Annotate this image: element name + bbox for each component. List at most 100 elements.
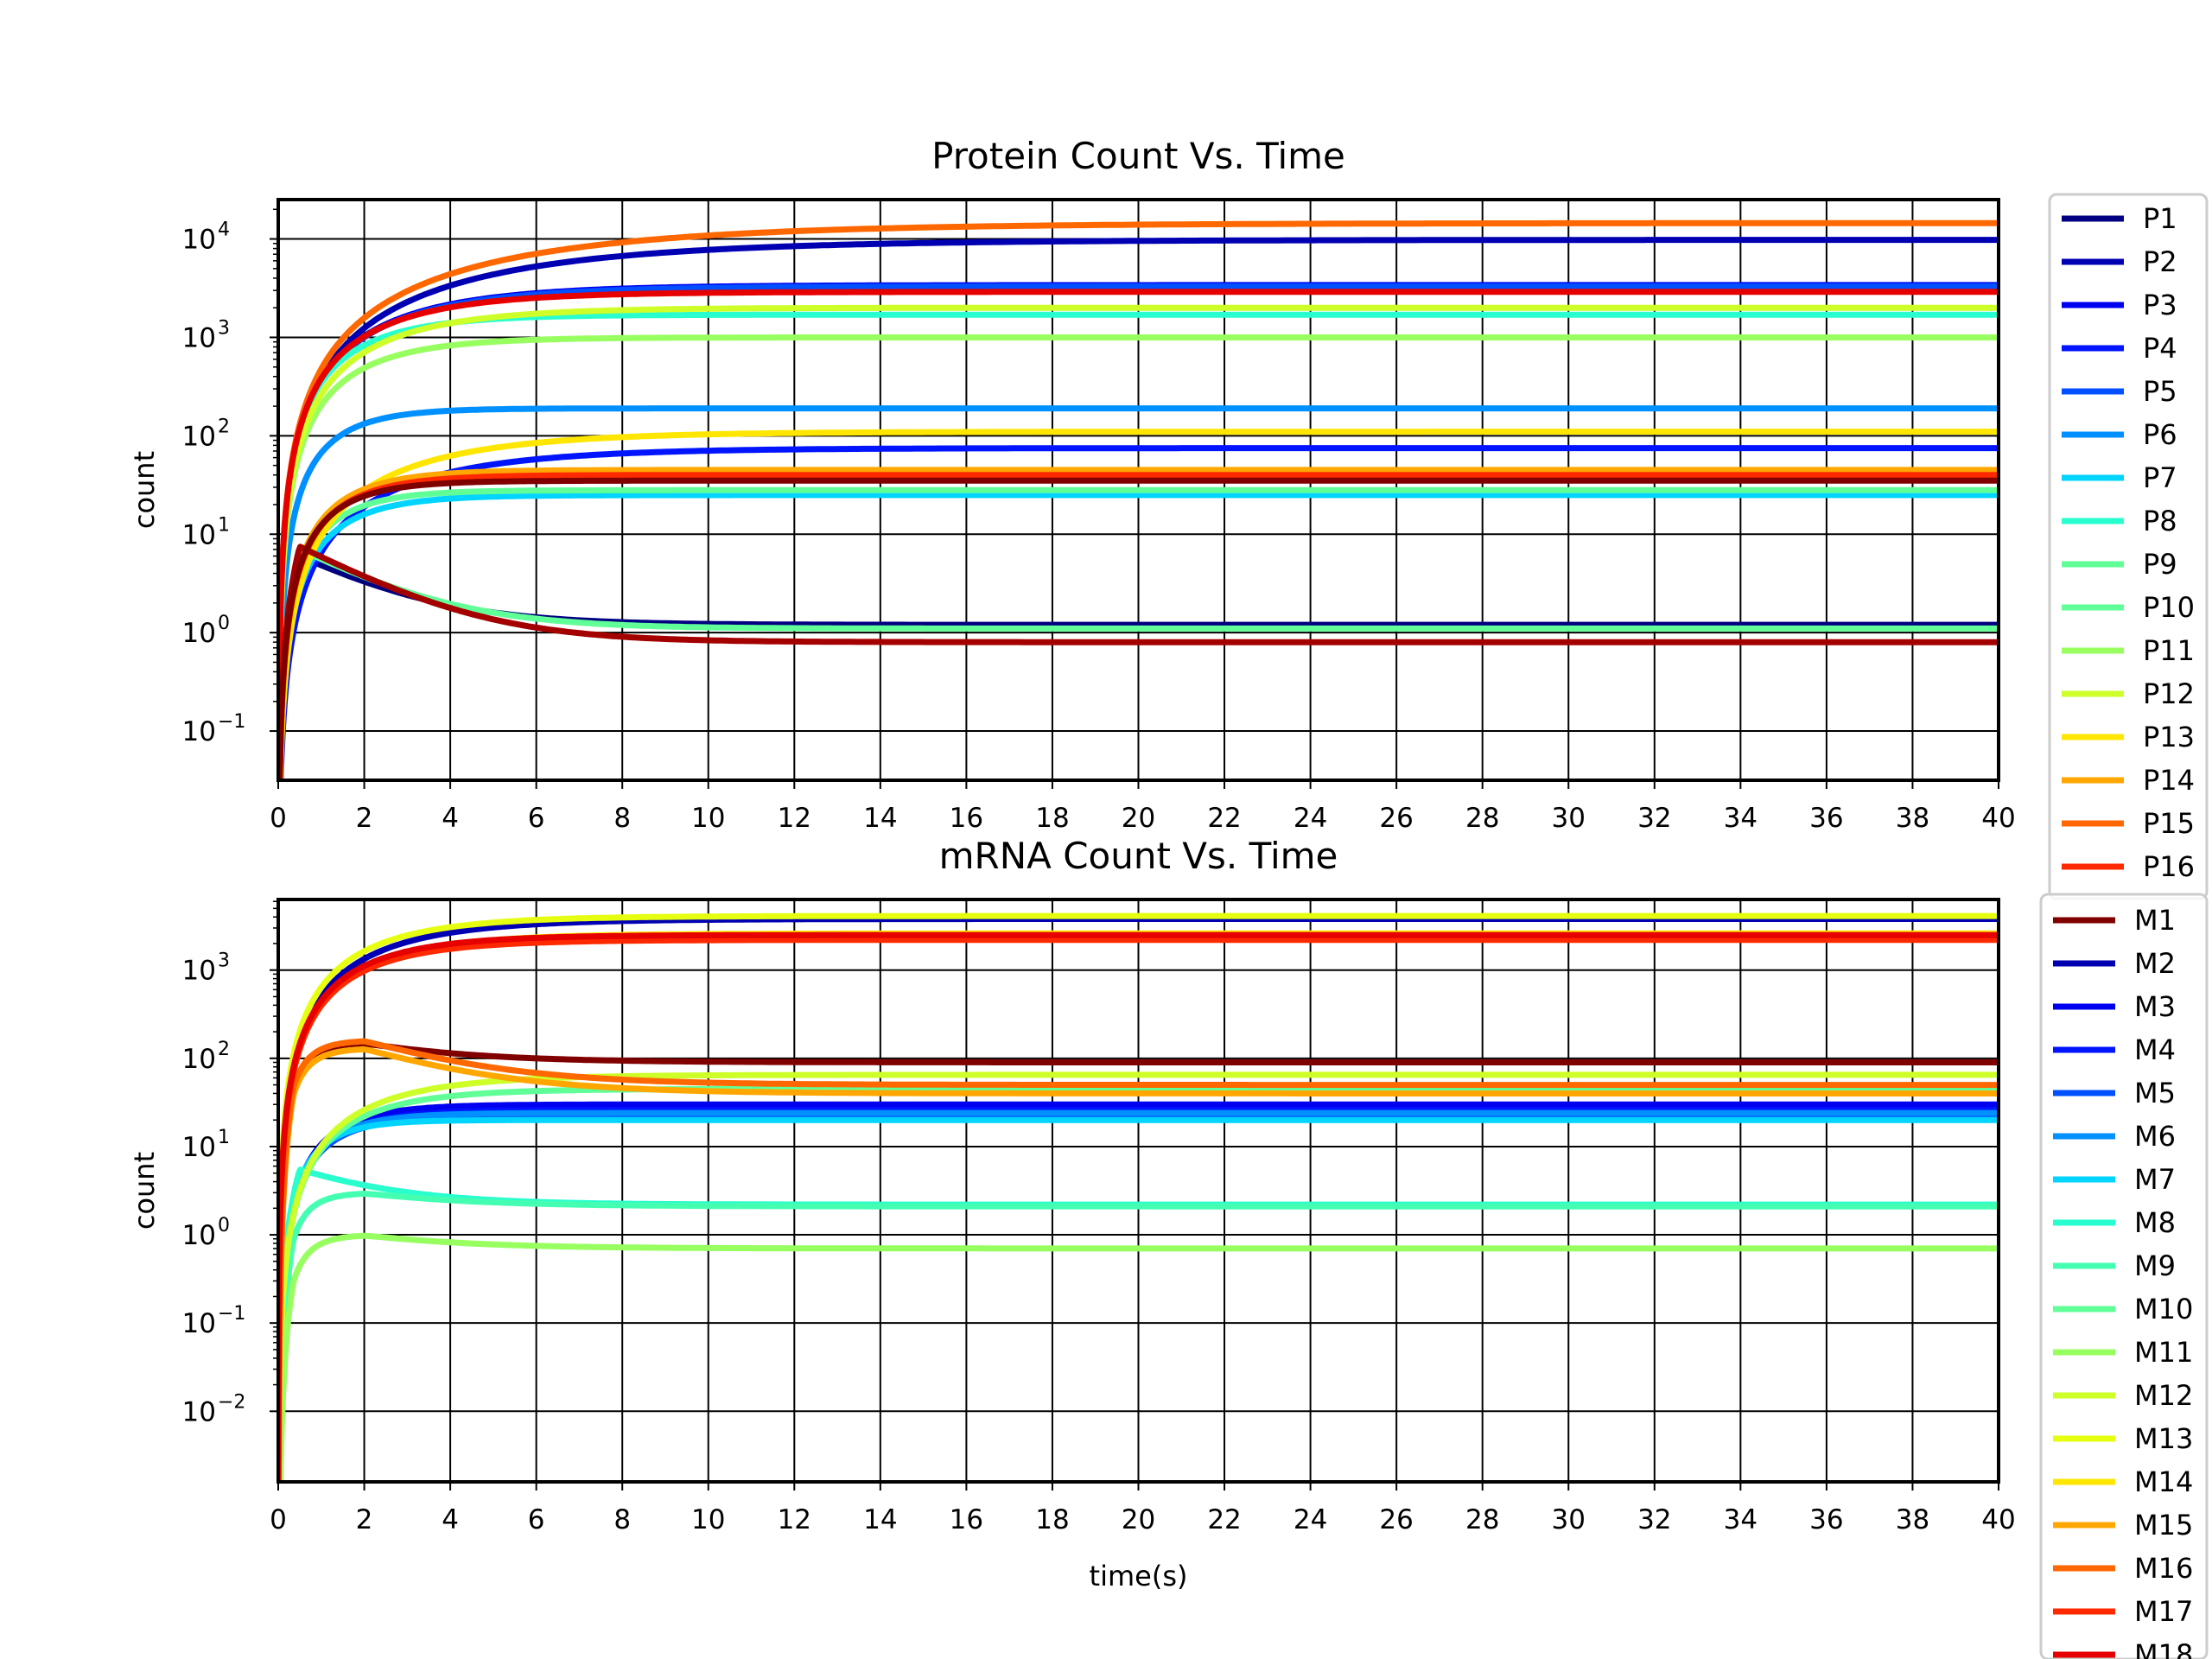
plot-frame <box>276 198 2000 782</box>
series-line-M18 <box>278 931 1999 1482</box>
y-tick-exponent: 3 <box>218 950 230 972</box>
y-tick-exponent: 0 <box>218 613 230 634</box>
legend-label-P1: P1 <box>2143 202 2177 235</box>
series-line-P14 <box>278 467 1999 780</box>
y-axis-label: count <box>128 1152 161 1230</box>
series-line-M12 <box>278 1071 1999 1482</box>
series-line-P8 <box>278 311 1999 780</box>
x-tick-label: 26 <box>1379 1504 1413 1535</box>
x-tick-label: 18 <box>1035 1504 1069 1535</box>
legend-label-P10: P10 <box>2143 591 2195 624</box>
y-tick-label: 10 <box>182 1132 216 1163</box>
legend-label-P4: P4 <box>2143 332 2177 365</box>
y-tick-label: 10 <box>182 519 216 550</box>
y-tick-label: 10 <box>182 421 216 452</box>
x-tick-label: 30 <box>1552 803 1586 834</box>
x-tick-label: 24 <box>1294 1504 1327 1535</box>
legend-label-P11: P11 <box>2143 634 2195 667</box>
legend-label-P6: P6 <box>2143 418 2177 451</box>
legend-1: P1 P2 P3 P4 P5 P6 P7 P8 P9 P10 P11 P12 P13 P14 P15 P16 <box>2048 193 2209 900</box>
x-tick-label: 40 <box>1981 803 2015 834</box>
legend-label-M15: M15 <box>2134 1509 2193 1541</box>
y-axis-label: count <box>128 451 161 529</box>
series-line-M6 <box>278 1109 1999 1482</box>
x-tick-label: 38 <box>1896 803 1929 834</box>
legend-2: M1 M2 M3 M4 M5 M6 M7 M8 M9 M10 M11 M12 M13 M14 M15 M16 M… <box>2039 893 2209 1659</box>
y-tick-label: 10 <box>182 1044 216 1075</box>
x-tick-label: 34 <box>1724 803 1758 834</box>
series-line-P9 <box>278 486 1999 780</box>
y-tick-label: 10 <box>182 618 216 649</box>
x-tick-label: 2 <box>356 803 373 834</box>
x-axis-label: time(s) <box>1090 1560 1188 1592</box>
y-tick-label: 10 <box>182 1220 216 1251</box>
x-tick-label: 10 <box>691 803 725 834</box>
chart-panel-1: 0 2 4 6 8 10 12 14 16 18 20 22 24 26 28 30 32 34 36 38 4010−… <box>128 135 2016 834</box>
x-tick-label: 32 <box>1637 803 1671 834</box>
series-line-M3 <box>278 1101 1999 1482</box>
y-tick-label: 10 <box>182 1308 216 1339</box>
x-tick-label: 4 <box>442 1504 459 1535</box>
y-tick-exponent: 2 <box>218 1039 230 1060</box>
y-tick-label: 10 <box>182 1396 216 1427</box>
x-tick-label: 22 <box>1207 803 1241 834</box>
series-line-P11 <box>278 334 1999 780</box>
x-tick-label: 28 <box>1465 803 1499 834</box>
y-tick-exponent: 2 <box>218 416 230 437</box>
legend-label-P8: P8 <box>2143 505 2177 537</box>
legend-label-P3: P3 <box>2143 289 2177 321</box>
legend-label-P5: P5 <box>2143 375 2177 408</box>
x-tick-label: 22 <box>1207 1504 1241 1535</box>
y-tick-exponent: 0 <box>218 1215 230 1236</box>
legend-label-P14: P14 <box>2143 764 2195 797</box>
x-tick-label: 12 <box>778 803 811 834</box>
series-line-P1 <box>278 553 1999 780</box>
legend-label-P12: P12 <box>2143 677 2195 710</box>
legend-label-M18: M18 <box>2134 1638 2193 1659</box>
series-line-P19 <box>278 477 1999 780</box>
x-tick-label: 14 <box>863 1504 897 1535</box>
y-tick-label: 10 <box>182 225 216 256</box>
series-line-M9 <box>278 1191 1999 1482</box>
legend-label-M7: M7 <box>2134 1163 2176 1196</box>
x-tick-label: 20 <box>1122 803 1155 834</box>
series-line-M17 <box>278 937 1999 1482</box>
x-tick-label: 8 <box>613 1504 631 1535</box>
series-line-P7 <box>278 492 1999 780</box>
legend-label-M10: M10 <box>2134 1293 2193 1325</box>
legend-label-M2: M2 <box>2134 947 2176 980</box>
series-line-M10 <box>278 1085 1999 1482</box>
x-tick-label: 2 <box>356 1504 373 1535</box>
series-line-M16 <box>278 1038 1999 1482</box>
legend-label-M13: M13 <box>2134 1422 2193 1455</box>
x-tick-label: 10 <box>691 1504 725 1535</box>
y-tick-exponent: −2 <box>218 1391 245 1413</box>
y-tick-label: 10 <box>182 956 216 987</box>
legend-label-M11: M11 <box>2134 1336 2193 1369</box>
series-line-P15 <box>278 219 1999 780</box>
series-line-M11 <box>278 1232 1999 1482</box>
x-tick-label: 34 <box>1724 1504 1758 1535</box>
legend-label-P7: P7 <box>2143 461 2177 494</box>
chart-title: Protein Count Vs. Time <box>931 135 1345 177</box>
legend-label-M16: M16 <box>2134 1552 2193 1585</box>
x-tick-label: 28 <box>1465 1504 1499 1535</box>
y-tick-exponent: −1 <box>218 711 245 733</box>
x-tick-label: 12 <box>778 1504 811 1535</box>
y-tick-label: 10 <box>182 716 216 747</box>
x-tick-label: 0 <box>270 803 287 834</box>
series-line-P12 <box>278 304 1999 780</box>
x-tick-label: 4 <box>442 803 459 834</box>
legend-label-M17: M17 <box>2134 1595 2193 1628</box>
series-line-P2 <box>278 237 1999 780</box>
chart-panel-2: 0 2 4 6 8 10 12 14 16 18 20 22 24 26 28 30 32 34 36 38 4010−… <box>128 835 2016 1592</box>
legend-box <box>2039 893 2209 1659</box>
legend-label-M3: M3 <box>2134 990 2176 1023</box>
series-line-P17 <box>278 289 1999 780</box>
series-line-M15 <box>278 1046 1999 1482</box>
legend-label-M12: M12 <box>2134 1379 2193 1412</box>
x-tick-label: 40 <box>1981 1504 2015 1535</box>
chart-title: mRNA Count Vs. Time <box>939 835 1338 877</box>
y-tick-exponent: 1 <box>218 514 230 536</box>
